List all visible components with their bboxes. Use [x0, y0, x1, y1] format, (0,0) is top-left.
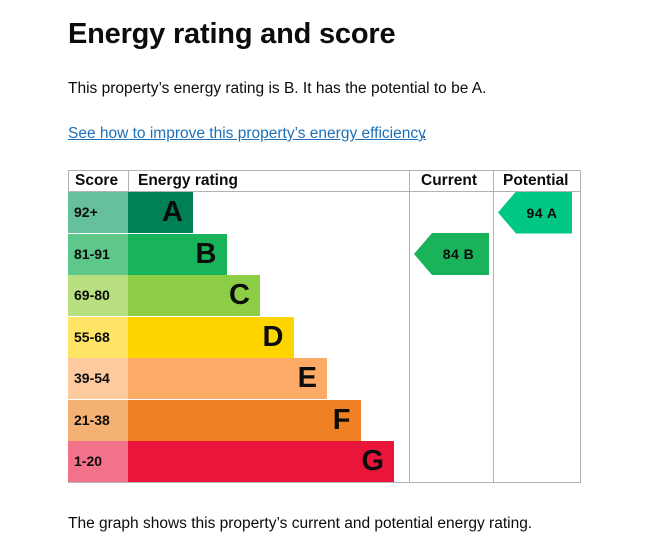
- band-bar-f: F: [128, 399, 361, 441]
- band-bar-b: B: [128, 233, 227, 275]
- band-letter-a: A: [162, 196, 183, 228]
- band-score-g: 1-20: [68, 441, 128, 482]
- band-bar-e: E: [128, 358, 327, 399]
- chart-right-border: [580, 170, 581, 483]
- band-letter-b: B: [195, 237, 217, 270]
- score-column-divider: [128, 170, 129, 192]
- band-bar-g: G: [128, 441, 394, 482]
- chart-left-border: [68, 170, 69, 192]
- band-score-a: 92+: [68, 192, 128, 233]
- potential-column-left-border: [493, 170, 494, 483]
- band-score-f: 21-38: [68, 399, 128, 441]
- current-column-header: Current: [421, 172, 477, 189]
- energy-rating-chart: Score Energy rating Current Potential 92…: [68, 170, 581, 483]
- improve-efficiency-link[interactable]: See how to improve this property’s energ…: [68, 125, 426, 142]
- band-letter-c: C: [229, 279, 250, 311]
- band-bar-d: D: [128, 316, 294, 358]
- page-title: Energy rating and score: [68, 18, 396, 50]
- potential-column-header: Potential: [503, 172, 569, 189]
- band-score-e: 39-54: [68, 358, 128, 399]
- current-column-left-border: [409, 170, 410, 483]
- band-letter-g: G: [361, 445, 384, 477]
- band-letter-e: E: [297, 362, 317, 394]
- chart-top-border: [68, 170, 581, 171]
- current-rating-arrow: 84 B: [414, 233, 489, 275]
- band-bar-c: C: [128, 275, 260, 316]
- link-suffix: .: [422, 125, 427, 142]
- potential-rating-arrow: 94 A: [498, 191, 572, 234]
- band-letter-f: F: [332, 403, 351, 436]
- energy-rating-column-header: Energy rating: [138, 172, 238, 189]
- score-column-header: Score: [75, 172, 119, 189]
- header-divider: [68, 191, 581, 192]
- band-score-c: 69-80: [68, 275, 128, 316]
- band-bar-a: A: [128, 192, 193, 233]
- chart-footnote: The graph shows this property’s current …: [68, 515, 533, 532]
- rating-summary: This property’s energy rating is B. It h…: [68, 80, 487, 97]
- band-score-b: 81-91: [68, 233, 128, 275]
- band-score-d: 55-68: [68, 316, 128, 358]
- band-letter-d: D: [262, 320, 284, 353]
- chart-bottom-border: [68, 482, 581, 483]
